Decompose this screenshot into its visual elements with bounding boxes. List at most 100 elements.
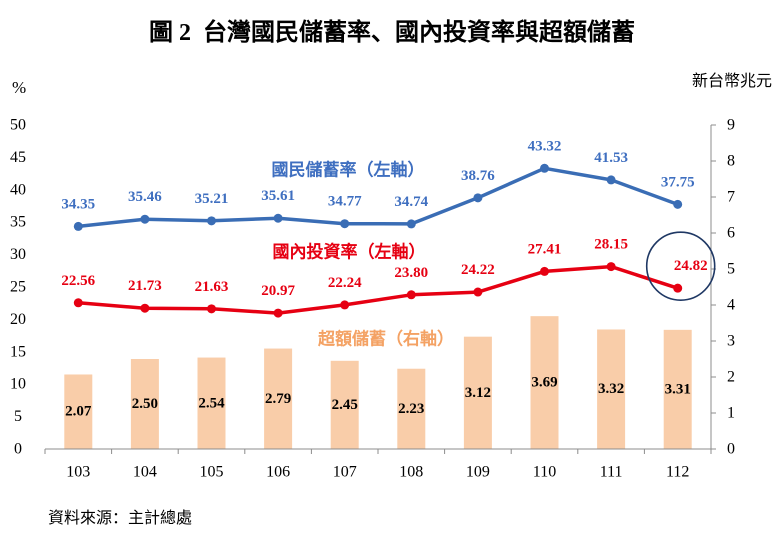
bar-series-group — [64, 316, 692, 449]
x-tick-label: 111 — [600, 464, 623, 481]
domestic-investment-rate-value-label: 27.41 — [528, 241, 562, 257]
national-saving-rate-point — [540, 163, 549, 173]
excess-saving-bar — [197, 357, 226, 449]
excess-saving-value-label: 3.32 — [598, 381, 624, 397]
right-y-tick-label: 4 — [727, 297, 735, 314]
domestic-investment-rate-value-label: 24.82 — [674, 258, 708, 274]
x-tick-label: 106 — [266, 464, 290, 481]
right-y-tick-label: 6 — [727, 225, 735, 242]
excess-saving-value-label: 2.45 — [332, 397, 358, 413]
labels-group: 34.35 35.46 35.21 35.61 34.77 34.74 38.76 43.32… — [61, 138, 716, 420]
x-tick-label: 105 — [200, 464, 224, 481]
excess-saving-bar — [130, 359, 159, 449]
left-y-tick-label: 15 — [10, 343, 26, 360]
national-saving-rate-value-label: 43.32 — [528, 138, 562, 154]
highlight-circle — [645, 231, 716, 301]
national-saving-rate-point — [140, 214, 150, 224]
x-tick-label: 112 — [666, 464, 689, 481]
national-saving-rate-value-label: 37.75 — [661, 174, 695, 190]
excess-saving-value-label: 2.50 — [132, 396, 158, 412]
domestic-investment-rate-point — [73, 298, 83, 308]
x-tick-label: 104 — [133, 464, 157, 481]
national-saving-rate-value-label: 35.46 — [128, 189, 162, 205]
domestic-investment-rate-value-label: 20.97 — [261, 283, 295, 299]
excess-saving-bar — [597, 329, 626, 449]
domestic-investment-rate-point — [140, 303, 150, 313]
national-saving-rate-series-label: 國民儲蓄率（左軸） — [272, 160, 425, 180]
national-saving-rate-value-label: 35.61 — [261, 188, 295, 204]
excess-saving-bar — [264, 348, 293, 449]
excess-saving-bar — [397, 368, 426, 449]
line-series-group — [73, 163, 683, 318]
left-y-tick-label: 40 — [10, 181, 26, 198]
national-saving-rate-point — [673, 199, 683, 209]
national-saving-rate-value-label: 34.35 — [61, 196, 95, 212]
national-saving-rate-value-label: 34.77 — [328, 194, 362, 210]
national-saving-rate-line — [78, 166, 679, 229]
excess-saving-value-label: 2.07 — [65, 404, 92, 420]
right-y-tick-label: 0 — [727, 441, 735, 458]
excess-saving-value-label: 2.54 — [198, 395, 225, 411]
domestic-investment-rate-point — [606, 262, 616, 272]
right-y-tick-label: 9 — [727, 117, 735, 134]
national-saving-rate-value-label: 38.76 — [461, 168, 495, 184]
left-y-tick-label: 20 — [10, 311, 26, 328]
left-y-tick-label: 10 — [10, 376, 26, 393]
excess-saving-series-label: 超額儲蓄（右軸） — [318, 329, 454, 349]
left-y-tick-label: 45 — [10, 149, 26, 166]
domestic-investment-rate-point — [540, 266, 549, 276]
domestic-investment-rate-point — [473, 287, 483, 297]
domestic-investment-rate-value-label: 24.22 — [461, 262, 495, 278]
domestic-investment-rate-series-label: 國內投資率（左軸） — [273, 242, 426, 262]
national-saving-rate-point — [473, 193, 483, 203]
chart-title: 圖 2 台灣國民儲蓄率、國內投資率與超額儲蓄 — [149, 20, 635, 46]
domestic-investment-rate-line — [78, 264, 679, 315]
domestic-investment-rate-point — [340, 300, 350, 310]
national-saving-rate-point — [606, 175, 616, 185]
national-saving-rate-point — [406, 219, 416, 229]
right-axis-unit-label: 新台幣兆元 — [691, 73, 772, 90]
domestic-investment-rate-value-label: 28.15 — [594, 237, 628, 253]
excess-saving-value-label: 3.31 — [665, 381, 691, 397]
national-saving-rate-value-label: 35.21 — [195, 191, 229, 207]
right-y-tick-label: 3 — [727, 333, 735, 350]
x-tick-label: 103 — [66, 464, 90, 481]
excess-saving-bar — [463, 336, 492, 449]
excess-saving-bar — [663, 329, 692, 449]
right-y-tick-label: 1 — [727, 405, 735, 422]
national-saving-rate-value-label: 41.53 — [594, 150, 628, 166]
right-y-tick-label: 7 — [727, 189, 735, 206]
excess-saving-value-label: 3.69 — [531, 375, 557, 391]
x-tick-label: 110 — [533, 464, 556, 481]
right-y-tick-label: 8 — [727, 153, 735, 170]
domestic-investment-rate-point — [673, 283, 683, 293]
domestic-investment-rate-value-label: 23.80 — [394, 265, 428, 281]
domestic-investment-rate-value-label: 22.56 — [61, 273, 95, 289]
domestic-investment-rate-value-label: 21.63 — [195, 279, 229, 295]
national-saving-rate-value-label: 34.74 — [394, 194, 428, 210]
x-tick-label: 109 — [466, 464, 490, 481]
excess-saving-bar — [64, 374, 93, 449]
left-y-tick-label: 35 — [10, 214, 26, 231]
national-saving-rate-point — [207, 216, 216, 226]
domestic-investment-rate-point — [207, 304, 216, 314]
domestic-investment-rate-value-label: 21.73 — [128, 278, 162, 294]
left-y-tick-label: 30 — [10, 246, 26, 263]
excess-saving-value-label: 2.23 — [398, 401, 424, 417]
source-note: 資料來源：主計總處 — [48, 510, 193, 527]
excess-saving-bar — [330, 360, 359, 449]
left-y-tick-label: 5 — [14, 408, 22, 425]
x-tick-label: 108 — [399, 464, 423, 481]
left-axis-unit-label: % — [12, 78, 27, 97]
left-y-tick-label: 25 — [10, 279, 26, 296]
national-saving-rate-point — [340, 219, 350, 229]
x-tick-label: 107 — [333, 464, 357, 481]
domestic-investment-rate-value-label: 22.24 — [328, 275, 362, 291]
left-y-tick-label: 0 — [14, 441, 22, 458]
national-saving-rate-point — [73, 221, 83, 231]
excess-saving-bar — [530, 316, 559, 449]
right-y-tick-label: 5 — [727, 261, 735, 278]
domestic-investment-rate-point — [273, 308, 283, 318]
domestic-investment-rate-point — [406, 290, 416, 300]
